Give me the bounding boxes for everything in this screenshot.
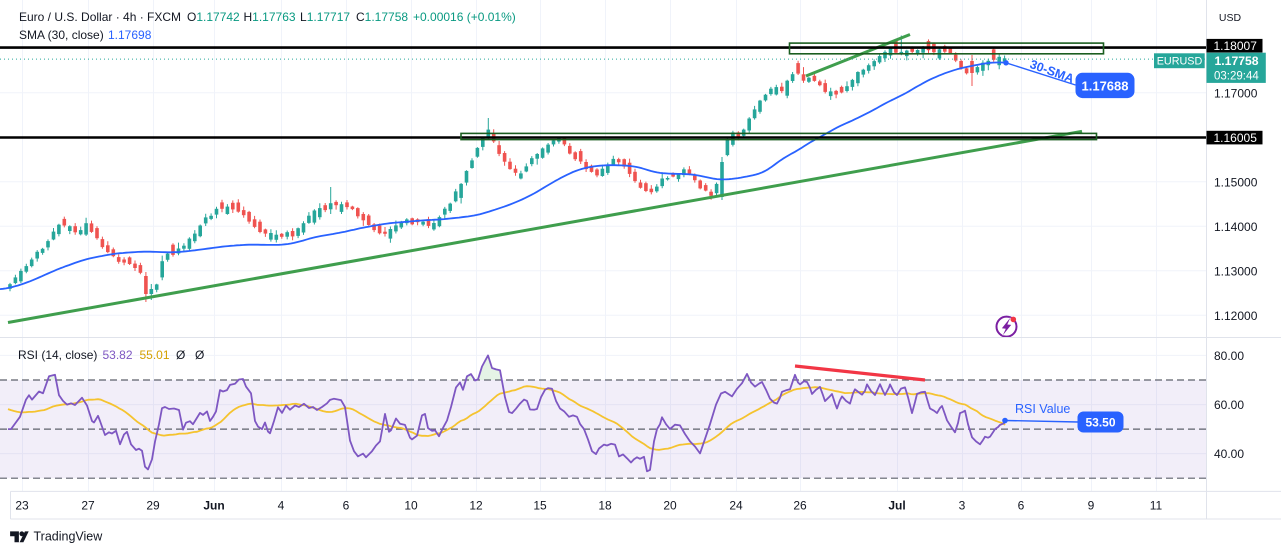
svg-text:H1.17763: H1.17763 <box>244 10 296 24</box>
svg-text:1.17758: 1.17758 <box>1215 54 1259 68</box>
svg-text:26: 26 <box>793 499 807 513</box>
svg-text:20: 20 <box>663 499 677 513</box>
svg-text:40.00: 40.00 <box>1214 447 1244 461</box>
svg-text:1.14000: 1.14000 <box>1214 220 1258 234</box>
svg-text:O1.17742: O1.17742 <box>187 10 240 24</box>
svg-text:1.16005: 1.16005 <box>1214 131 1258 145</box>
svg-text:1.12000: 1.12000 <box>1214 309 1258 323</box>
svg-text:1.13000: 1.13000 <box>1214 264 1258 278</box>
svg-text:TradingView: TradingView <box>34 530 104 544</box>
svg-text:55.01: 55.01 <box>140 348 170 362</box>
svg-text:60.00: 60.00 <box>1214 398 1244 412</box>
svg-text:L1.17717: L1.17717 <box>300 10 350 24</box>
svg-text:9: 9 <box>1088 499 1095 513</box>
svg-text:80.00: 80.00 <box>1214 349 1244 363</box>
svg-text:11: 11 <box>1150 499 1163 513</box>
svg-text:6: 6 <box>343 499 350 513</box>
svg-text:23: 23 <box>15 499 29 513</box>
svg-text:18: 18 <box>598 499 612 513</box>
svg-text:USD: USD <box>1219 12 1242 24</box>
svg-text:1.17698: 1.17698 <box>108 28 152 42</box>
svg-text:12: 12 <box>469 499 483 513</box>
svg-text:29: 29 <box>146 499 160 513</box>
svg-text:6: 6 <box>1018 499 1025 513</box>
svg-text:53.82: 53.82 <box>103 348 133 362</box>
svg-text:27: 27 <box>81 499 95 513</box>
svg-text:1.17688: 1.17688 <box>1082 79 1129 94</box>
svg-text:SMA (30, close): SMA (30, close) <box>19 28 104 42</box>
svg-text:1.15000: 1.15000 <box>1214 175 1258 189</box>
svg-text:1.17000: 1.17000 <box>1214 86 1258 100</box>
svg-text:RSI Value: RSI Value <box>1015 402 1070 416</box>
svg-text:53.50: 53.50 <box>1085 416 1115 430</box>
svg-text:1.18007: 1.18007 <box>1214 39 1258 53</box>
svg-text:+0.00016 (+0.01%): +0.00016 (+0.01%) <box>413 10 516 24</box>
svg-text:Euro / U.S. Dollar · 4h · FXCM: Euro / U.S. Dollar · 4h · FXCM <box>19 10 181 24</box>
svg-text:Jun: Jun <box>203 499 224 513</box>
svg-text:Ø: Ø <box>176 348 185 362</box>
svg-text:24: 24 <box>729 499 743 513</box>
svg-text:15: 15 <box>533 499 547 513</box>
svg-text:RSI (14, close): RSI (14, close) <box>18 348 97 362</box>
svg-text:EURUSD: EURUSD <box>1157 56 1203 68</box>
svg-text:10: 10 <box>404 499 418 513</box>
svg-text:3: 3 <box>959 499 966 513</box>
svg-text:Ø: Ø <box>195 348 204 362</box>
svg-text:4: 4 <box>278 499 285 513</box>
svg-text:03:29:44: 03:29:44 <box>1214 70 1259 82</box>
svg-text:Jul: Jul <box>888 499 905 513</box>
svg-text:C1.17758: C1.17758 <box>356 10 408 24</box>
